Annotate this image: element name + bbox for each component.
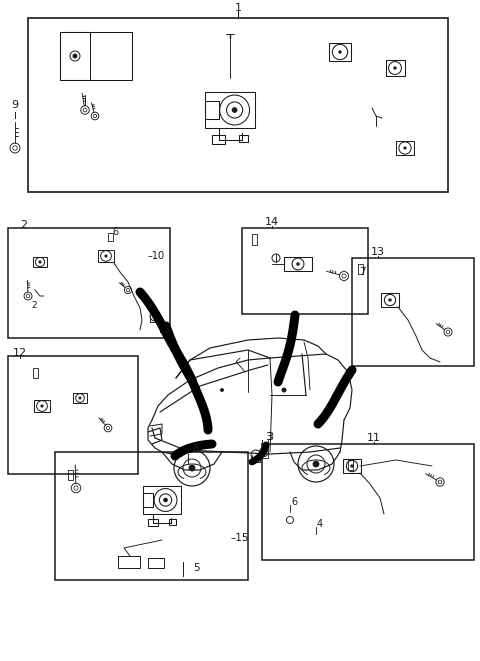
Text: 5: 5 [194,563,200,573]
Circle shape [339,51,341,53]
Circle shape [189,465,195,471]
Text: 13: 13 [371,247,385,257]
Text: 1: 1 [235,3,241,13]
Circle shape [39,261,41,263]
Bar [98,250,114,262]
Bar [148,520,158,526]
Bar [55,452,248,580]
Circle shape [73,54,77,58]
Circle shape [389,299,391,301]
Bar [348,460,353,470]
Text: 8: 8 [192,444,199,454]
Text: 6: 6 [112,227,118,237]
Circle shape [351,465,353,467]
Circle shape [105,255,107,257]
Bar [352,258,474,366]
Circle shape [79,397,81,399]
Bar [73,393,87,403]
Bar [344,459,360,473]
Bar [60,32,90,80]
Bar [33,256,47,268]
Circle shape [313,461,319,467]
Bar [262,444,474,560]
Bar [242,228,368,314]
Bar [148,558,164,568]
Text: 2: 2 [31,301,37,311]
Text: –15: –15 [231,533,249,543]
Bar [284,257,312,271]
Text: 4: 4 [317,519,323,529]
Text: 12: 12 [13,348,27,358]
Circle shape [164,498,167,502]
Bar [239,136,249,142]
Bar [385,60,405,75]
Circle shape [297,263,299,265]
Bar [358,264,363,274]
Text: 3: 3 [264,432,271,442]
Text: 3: 3 [163,325,169,335]
Bar [329,43,351,61]
Bar [33,368,38,378]
Bar [28,18,448,192]
Circle shape [41,405,43,407]
Circle shape [220,389,224,391]
Bar [8,356,138,474]
Text: 6: 6 [291,497,297,507]
Text: 9: 9 [12,100,19,110]
Bar [204,92,255,128]
Circle shape [282,388,286,392]
Bar [212,136,226,145]
Bar [396,141,414,155]
Text: 7: 7 [359,267,365,277]
Bar [60,32,132,80]
Circle shape [394,67,396,69]
Bar [169,520,176,525]
Bar [252,234,257,245]
Text: –10: –10 [148,251,165,261]
Bar [68,470,73,480]
Text: 11: 11 [367,433,381,443]
Bar [8,228,170,338]
Text: 3: 3 [267,432,273,442]
Text: 14: 14 [265,217,279,227]
Bar [143,486,181,514]
Text: 2: 2 [21,220,27,230]
Bar [382,293,398,307]
Bar [108,233,113,241]
Circle shape [232,108,237,112]
Bar [34,400,50,412]
Bar [143,493,153,507]
Bar [118,556,140,568]
Circle shape [404,147,406,149]
Bar [204,100,218,119]
